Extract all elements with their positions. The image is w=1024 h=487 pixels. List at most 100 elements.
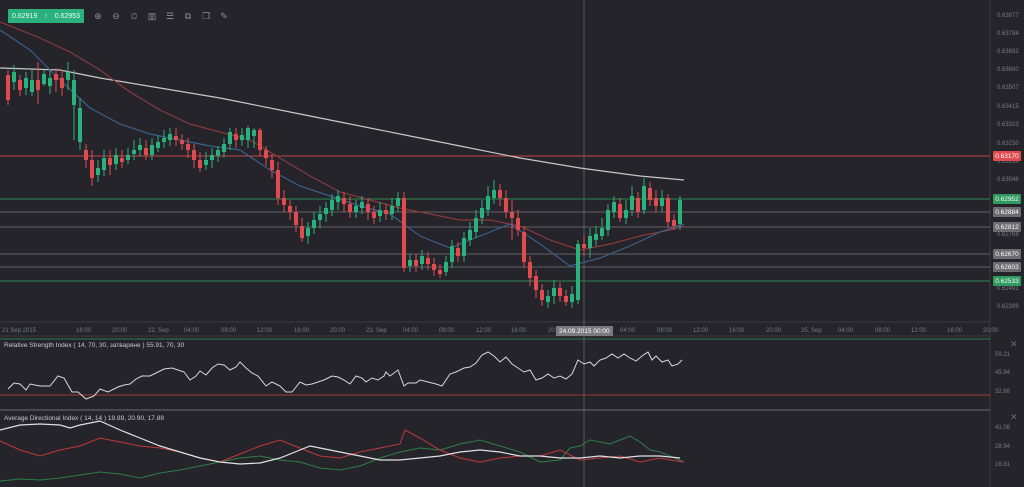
candle-type-icon[interactable]: ▥ (147, 10, 157, 21)
candle-body (258, 130, 262, 150)
candle-body (516, 218, 520, 230)
candle-body (264, 150, 268, 158)
time-axis-label: 04:00 (620, 328, 636, 334)
time-axis-label: 08:00 (221, 328, 237, 334)
candle-body (438, 270, 442, 274)
candle-body (624, 210, 628, 218)
rsi-axis-label: 45.94 (995, 370, 1011, 376)
price-axis-label: 0.63323 (997, 122, 1019, 128)
time-axis-label: 08:00 (875, 328, 891, 334)
candle-body (492, 190, 496, 198)
price-axis-label: 0.62768 (997, 232, 1019, 238)
time-axis-label: 04:00 (184, 328, 200, 334)
draw-icon[interactable]: ✎ (220, 10, 228, 21)
candle-body (156, 142, 160, 148)
candle-body (468, 230, 472, 240)
price-level-tag[interactable]: 0.62812 (993, 222, 1021, 232)
candle-body (522, 232, 526, 262)
rsi-pane-title: Relative Strength Index ( 14, 70, 30, за… (4, 342, 185, 349)
candle-body (312, 220, 316, 228)
price-axis-label: 0.63415 (997, 104, 1019, 110)
price-axis-label: 0.63692 (997, 49, 1019, 55)
price-level-tag[interactable]: 0.62603 (993, 262, 1021, 272)
candle-body (534, 276, 538, 290)
candle-body (234, 134, 238, 140)
candle-body (6, 75, 10, 100)
close-adx-pane-icon[interactable]: ✕ (1010, 412, 1018, 422)
price-level-tag[interactable]: 0.62670 (993, 249, 1021, 259)
zoom-out-icon[interactable]: ⊖ (112, 10, 120, 21)
candle-body (306, 228, 310, 236)
candle-body (228, 132, 232, 144)
di-plus-line (0, 435, 685, 482)
zoom-in-icon[interactable]: ⊕ (94, 10, 102, 21)
time-axis-label: 12:00 (911, 328, 927, 334)
candle-body (330, 200, 334, 210)
candle-body (54, 74, 58, 80)
price-axis-label: 0.62491 (997, 286, 1019, 292)
price-axis-label: 0.63877 (997, 13, 1019, 19)
templates-icon[interactable]: ❐ (201, 10, 211, 21)
candle-body (474, 218, 478, 232)
candle-body (366, 204, 370, 212)
candle-body (150, 145, 154, 155)
candle-body (546, 296, 550, 302)
rsi-line (7, 351, 683, 400)
candle-body (18, 80, 22, 90)
candle-body (240, 135, 244, 140)
candle-body (372, 212, 376, 218)
candle-body (36, 80, 40, 90)
candle-body (348, 204, 352, 212)
candle-body (378, 210, 382, 216)
candle-body (114, 155, 118, 164)
price-axis-label: 0.63600 (997, 67, 1019, 73)
ma-slow-line (0, 21, 685, 251)
price-level-tag[interactable]: 0.63170 (993, 151, 1021, 161)
candle-body (570, 294, 574, 302)
timeframe-icon[interactable]: ⏲ (130, 10, 138, 21)
candle-body (672, 220, 676, 226)
arrow-up-icon: ↑ (44, 12, 48, 20)
bid-ask-badge[interactable]: 0.62919 ↑ 0.62953 (8, 9, 84, 23)
candle-body (78, 108, 82, 142)
candle-body (294, 212, 298, 225)
indicators-icon[interactable]: ☰ (165, 10, 175, 21)
candle-body (426, 258, 430, 264)
candle-body (288, 206, 292, 212)
candle-body (654, 198, 658, 206)
candle-body (588, 236, 592, 248)
bid-price: 0.62919 (12, 12, 38, 20)
candle-body (30, 80, 34, 92)
candle-body (342, 198, 346, 204)
time-axis-label: 20:00 (548, 328, 563, 334)
price-level-tag[interactable]: 0.62884 (993, 207, 1021, 217)
candle-body (66, 72, 70, 80)
candle-body (504, 198, 508, 212)
price-axis-label: 0.63138 (997, 159, 1019, 165)
candle-body (132, 150, 136, 154)
price-level-tag[interactable]: 0.62533 (993, 276, 1021, 286)
candle-body (420, 256, 424, 264)
close-rsi-pane-icon[interactable]: ✕ (1010, 339, 1018, 349)
candle-body (96, 168, 100, 175)
candle-body (12, 72, 16, 82)
candle-body (252, 130, 256, 136)
time-axis-label: 16:00 (729, 328, 745, 334)
price-level-tag[interactable]: 0.62952 (993, 194, 1021, 204)
candle-body (180, 140, 184, 144)
adx-line (0, 420, 681, 465)
time-axis-label: 04:00 (838, 328, 854, 334)
candle-body (216, 150, 220, 156)
screenshot-icon[interactable]: ⧉ (184, 10, 192, 21)
time-axis-label: 23. Sep (366, 328, 387, 334)
adx-axis-label: 16.81 (995, 462, 1011, 468)
time-axis-label: 20:00 (766, 328, 782, 334)
candle-body (606, 210, 610, 230)
candle-body (270, 160, 274, 170)
candle-body (120, 158, 124, 162)
candle-body (138, 145, 142, 150)
adx-axis-label: 41.08 (995, 425, 1011, 431)
crosshair-time-label: 24.09.2015 00:00 (556, 326, 613, 336)
